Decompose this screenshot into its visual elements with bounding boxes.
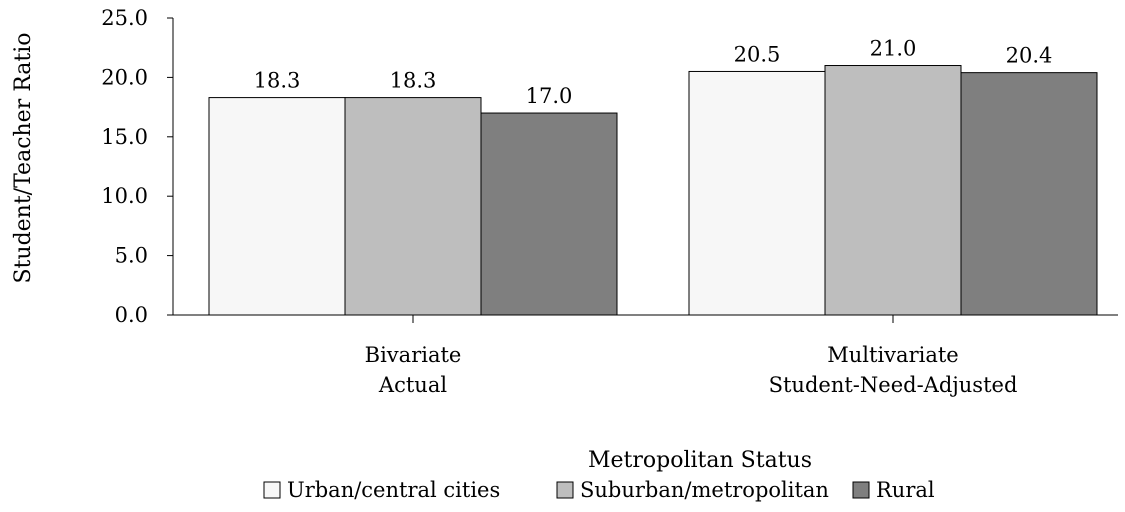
legend-label: Rural [876, 478, 935, 502]
y-tick-label: 5.0 [115, 244, 148, 268]
category-labels: Bivariate Actual Multivariate Student-Need-… [365, 343, 1018, 397]
legend-swatch [263, 481, 281, 499]
data-label: 20.5 [734, 42, 781, 66]
bar [960, 72, 1098, 316]
x-category-label: Student-Need-Adjusted [769, 373, 1018, 397]
bar [208, 97, 346, 316]
x-category-label: Bivariate [365, 343, 462, 367]
data-label: 17.0 [526, 84, 573, 108]
y-axis: 0.0 5.0 10.0 15.0 20.0 25.0 [101, 6, 174, 327]
data-labels: 18.3 18.3 17.0 20.5 21.0 20.4 [254, 37, 1053, 109]
data-label: 20.4 [1006, 44, 1053, 68]
bar [688, 70, 826, 316]
x-category-label: Actual [378, 373, 447, 397]
x-axis [173, 314, 1118, 323]
y-tick-label: 10.0 [101, 184, 148, 208]
y-tick-label: 0.0 [115, 303, 148, 327]
bar [344, 97, 482, 316]
legend: Urban/central cities Suburban/metropolita… [263, 478, 935, 502]
y-tick-label: 20.0 [101, 65, 148, 89]
y-tick-label: 15.0 [101, 125, 148, 149]
data-label: 21.0 [870, 37, 917, 61]
legend-label: Suburban/metropolitan [580, 478, 829, 502]
y-axis-title: Student/Teacher Ratio [11, 32, 36, 283]
y-tick-label: 25.0 [101, 6, 148, 30]
x-category-label: Multivariate [827, 343, 958, 367]
data-label: 18.3 [390, 69, 437, 93]
data-label: 18.3 [254, 69, 301, 93]
legend-swatch [852, 481, 870, 499]
legend-label: Urban/central cities [287, 478, 500, 502]
bar [824, 65, 962, 316]
legend-title: Metropolitan Status [588, 448, 812, 473]
legend-swatch [556, 481, 574, 499]
bars [208, 65, 1098, 316]
bar [480, 112, 618, 316]
